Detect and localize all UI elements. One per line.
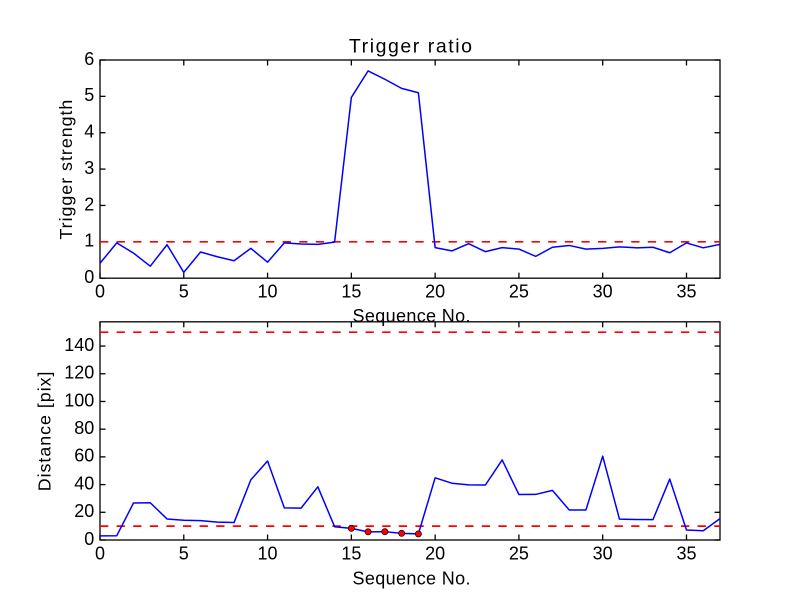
svg-text:0: 0 — [84, 529, 94, 549]
svg-text:3: 3 — [84, 158, 94, 178]
svg-text:4: 4 — [84, 122, 94, 142]
svg-text:20: 20 — [425, 282, 445, 302]
svg-text:Distance [pix]: Distance [pix] — [35, 371, 55, 492]
svg-text:20: 20 — [74, 501, 94, 521]
svg-text:30: 30 — [593, 543, 613, 563]
svg-text:100: 100 — [64, 390, 94, 410]
svg-text:40: 40 — [74, 473, 94, 493]
svg-text:15: 15 — [341, 543, 361, 563]
svg-text:120: 120 — [64, 363, 94, 383]
svg-text:30: 30 — [593, 282, 613, 302]
svg-text:35: 35 — [676, 282, 696, 302]
svg-text:5: 5 — [84, 85, 94, 105]
svg-text:6: 6 — [84, 49, 94, 69]
svg-text:1: 1 — [84, 231, 94, 251]
svg-text:0: 0 — [95, 282, 105, 302]
svg-text:10: 10 — [258, 543, 278, 563]
svg-text:25: 25 — [509, 543, 529, 563]
svg-text:140: 140 — [64, 335, 94, 355]
svg-text:Sequence No.: Sequence No. — [353, 306, 471, 326]
svg-text:80: 80 — [74, 418, 94, 438]
svg-text:Trigger strength: Trigger strength — [56, 99, 76, 240]
svg-text:25: 25 — [509, 282, 529, 302]
svg-text:5: 5 — [179, 282, 189, 302]
svg-text:20: 20 — [425, 543, 445, 563]
svg-text:5: 5 — [179, 543, 189, 563]
svg-text:35: 35 — [676, 543, 696, 563]
svg-text:2: 2 — [84, 194, 94, 214]
svg-text:Trigger ratio: Trigger ratio — [349, 36, 474, 58]
svg-text:10: 10 — [258, 282, 278, 302]
svg-text:0: 0 — [84, 267, 94, 287]
svg-text:60: 60 — [74, 446, 94, 466]
svg-text:Sequence No.: Sequence No. — [353, 569, 471, 589]
svg-text:0: 0 — [95, 543, 105, 563]
svg-text:15: 15 — [341, 282, 361, 302]
